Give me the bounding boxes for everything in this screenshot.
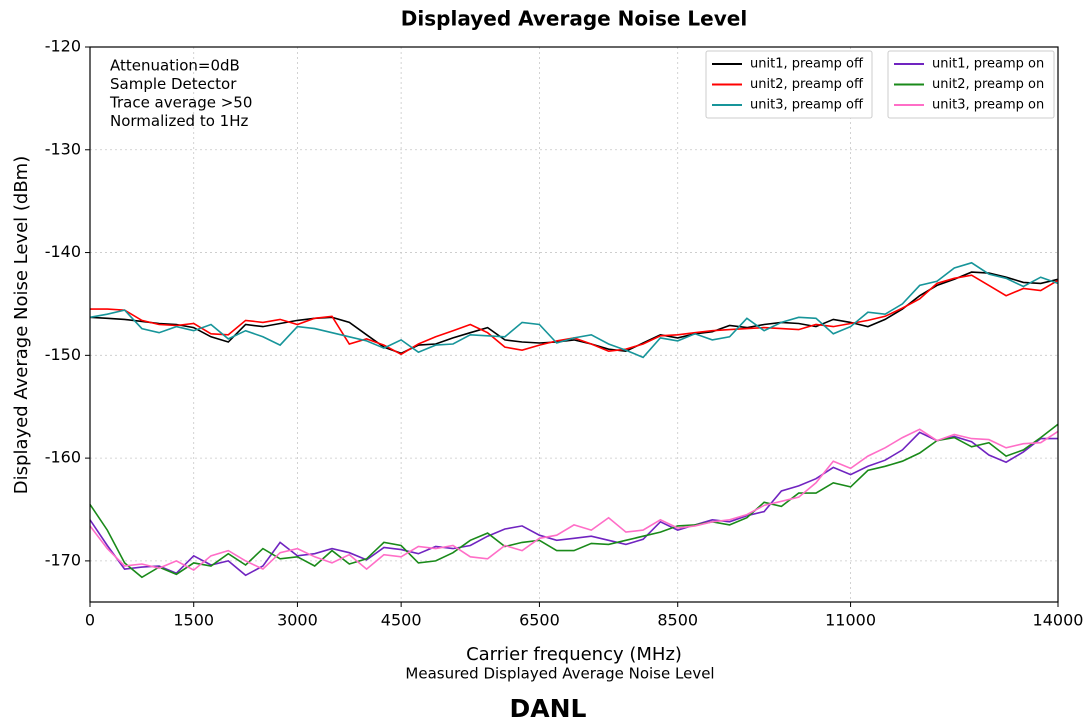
legend-label: unit3, preamp on bbox=[932, 98, 1044, 113]
y-tick-label: -140 bbox=[45, 242, 81, 261]
series-line bbox=[89, 271, 1059, 355]
y-tick-label: -120 bbox=[45, 37, 81, 56]
legend-label: unit3, preamp off bbox=[750, 98, 864, 113]
legend-label: unit1, preamp off bbox=[750, 57, 864, 72]
x-axis-label: Carrier frequency (MHz) bbox=[466, 644, 682, 665]
x-tick-label: 6500 bbox=[519, 611, 560, 630]
legend: unit1, preamp off unit2, preamp off unit3,… bbox=[712, 57, 1044, 113]
plot-area bbox=[89, 261, 1059, 579]
legend-label: unit2, preamp on bbox=[932, 77, 1044, 92]
y-tick-label: -160 bbox=[45, 448, 81, 467]
legend-box bbox=[887, 50, 1055, 119]
x-tick-label: 11000 bbox=[825, 611, 876, 630]
x-tick-label: 14000 bbox=[1033, 611, 1084, 630]
annotation-line: Attenuation=0dB bbox=[110, 57, 240, 75]
series-line bbox=[89, 431, 1058, 577]
x-tick-label: 0 bbox=[85, 611, 95, 630]
caption: Measured Displayed Average Noise Level bbox=[405, 665, 714, 683]
chart-title: Displayed Average Noise Level bbox=[401, 7, 747, 31]
annotation-line: Sample Detector bbox=[110, 75, 237, 93]
annotation-line: Normalized to 1Hz bbox=[110, 112, 248, 130]
series-line bbox=[89, 261, 1059, 359]
series-line bbox=[89, 423, 1059, 579]
y-tick-label: -130 bbox=[45, 139, 81, 158]
footer: DANL bbox=[510, 694, 587, 723]
series-line bbox=[89, 428, 1059, 572]
x-tick-label: 8500 bbox=[657, 611, 698, 630]
grid bbox=[89, 46, 1059, 602]
legend-label: unit2, preamp off bbox=[750, 77, 864, 92]
series-line bbox=[90, 274, 1059, 356]
x-tick-label: 3000 bbox=[277, 611, 318, 630]
y-tick-label: -150 bbox=[45, 345, 81, 364]
y-axis-label: Displayed Average Noise Level (dBm) bbox=[11, 156, 32, 494]
annotation-line: Trace average >50 bbox=[109, 94, 252, 112]
legend-label: unit1, preamp on bbox=[932, 57, 1044, 72]
y-tick-label: -170 bbox=[45, 550, 81, 569]
legend-box bbox=[705, 50, 873, 119]
plot-frame bbox=[89, 46, 1059, 603]
x-tick-label: 1500 bbox=[173, 611, 214, 630]
x-tick-label: 4500 bbox=[381, 611, 422, 630]
